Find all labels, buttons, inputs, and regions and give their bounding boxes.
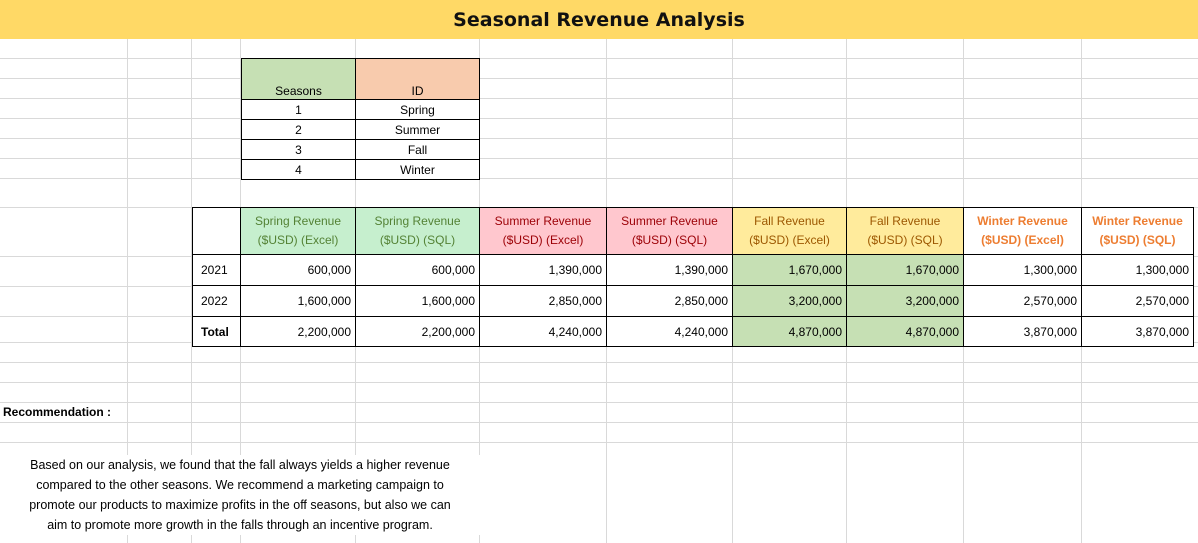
season-number-cell[interactable]: 4 (241, 159, 356, 180)
grid-row-line (0, 178, 1198, 179)
season-name-cell[interactable]: Winter (355, 159, 480, 180)
winter-sql-header[interactable]: Winter Revenue ($USD) (SQL) (1081, 207, 1194, 255)
revenue-cell[interactable]: 1,670,000 (846, 254, 964, 286)
revenue-cell[interactable]: 4,870,000 (732, 316, 847, 347)
revenue-cell[interactable]: 3,870,000 (1081, 316, 1194, 347)
revenue-cell[interactable]: 1,600,000 (240, 285, 356, 317)
revenue-cell[interactable]: 2,570,000 (963, 285, 1082, 317)
revenue-cell[interactable]: 3,200,000 (732, 285, 847, 317)
revenue-cell[interactable]: 2,570,000 (1081, 285, 1194, 317)
recommendation-title[interactable]: Recommendation : (3, 405, 112, 419)
grid-row-line (0, 362, 1198, 363)
year-label-cell[interactable]: 2021 (192, 254, 241, 286)
revenue-cell[interactable]: 2,200,000 (240, 316, 356, 347)
season-number-cell[interactable]: 2 (241, 119, 356, 140)
sheet-title[interactable]: Seasonal Revenue Analysis (0, 0, 1198, 39)
revenue-table: Spring Revenue ($USD) (Excel) Spring Reve… (192, 207, 1194, 347)
spring-excel-header[interactable]: Spring Revenue ($USD) (Excel) (240, 207, 356, 255)
fall-sql-header[interactable]: Fall Revenue ($USD) (SQL) (846, 207, 964, 255)
revenue-cell[interactable]: 4,240,000 (606, 316, 733, 347)
grid-row-line (0, 422, 1198, 423)
season-number-cell[interactable]: 3 (241, 139, 356, 160)
table-row: 4 Winter (241, 159, 480, 180)
revenue-cell[interactable]: 1,300,000 (963, 254, 1082, 286)
recommendation-line: aim to promote more growth in the falls … (47, 518, 433, 532)
summer-excel-header[interactable]: Summer Revenue ($USD) (Excel) (479, 207, 607, 255)
spring-sql-header[interactable]: Spring Revenue ($USD) (SQL) (355, 207, 480, 255)
corner-cell[interactable] (192, 207, 241, 255)
revenue-cell[interactable]: 3,200,000 (846, 285, 964, 317)
table-row: 2021 600,000 600,000 1,390,000 1,390,000… (192, 254, 1194, 286)
grid-row-line (0, 78, 1198, 79)
revenue-cell[interactable]: 1,390,000 (606, 254, 733, 286)
grid-row-line (0, 118, 1198, 119)
grid-row-line (0, 382, 1198, 383)
grid-row-line (0, 138, 1198, 139)
winter-excel-header[interactable]: Winter Revenue ($USD) (Excel) (963, 207, 1082, 255)
revenue-cell[interactable]: 2,850,000 (479, 285, 607, 317)
grid-row-line (0, 158, 1198, 159)
season-number-cell[interactable]: 1 (241, 99, 356, 120)
revenue-cell[interactable]: 4,240,000 (479, 316, 607, 347)
year-label-cell[interactable]: 2022 (192, 285, 241, 317)
grid-row-line (0, 442, 1198, 443)
revenue-cell[interactable]: 600,000 (240, 254, 356, 286)
revenue-cell[interactable]: 1,390,000 (479, 254, 607, 286)
recommendation-line: Based on our analysis, we found that the… (30, 458, 450, 472)
summer-sql-header[interactable]: Summer Revenue ($USD) (SQL) (606, 207, 733, 255)
revenue-cell[interactable]: 3,870,000 (963, 316, 1082, 347)
revenue-cell[interactable]: 4,870,000 (846, 316, 964, 347)
table-row: 3 Fall (241, 139, 480, 160)
total-label-cell[interactable]: Total (192, 316, 241, 347)
table-row: 2 Summer (241, 119, 480, 140)
grid-row-line (0, 58, 1198, 59)
table-row: 1 Spring (241, 99, 480, 120)
revenue-cell[interactable]: 2,200,000 (355, 316, 480, 347)
total-row: Total 2,200,000 2,200,000 4,240,000 4,24… (192, 316, 1194, 347)
revenue-cell[interactable]: 1,670,000 (732, 254, 847, 286)
revenue-cell[interactable]: 600,000 (355, 254, 480, 286)
grid-row-line (0, 98, 1198, 99)
fall-excel-header[interactable]: Fall Revenue ($USD) (Excel) (732, 207, 847, 255)
seasons-header[interactable]: Seasons (241, 58, 356, 100)
recommendation-line: compared to the other seasons. We recomm… (36, 478, 444, 492)
grid-row-line (0, 402, 1198, 403)
revenue-cell[interactable]: 2,850,000 (606, 285, 733, 317)
revenue-header-row: Spring Revenue ($USD) (Excel) Spring Reve… (192, 207, 1194, 255)
revenue-cell[interactable]: 1,300,000 (1081, 254, 1194, 286)
table-row: 2022 1,600,000 1,600,000 2,850,000 2,850… (192, 285, 1194, 317)
season-name-cell[interactable]: Fall (355, 139, 480, 160)
season-id-table: Seasons ID 1 Spring 2 Summer 3 Fall 4 Wi… (241, 58, 480, 180)
season-name-cell[interactable]: Spring (355, 99, 480, 120)
season-name-cell[interactable]: Summer (355, 119, 480, 140)
revenue-cell[interactable]: 1,600,000 (355, 285, 480, 317)
id-header[interactable]: ID (355, 58, 480, 100)
recommendation-line: promote our products to maximize profits… (29, 498, 451, 512)
recommendation-text[interactable]: Based on our analysis, we found that the… (0, 455, 480, 535)
